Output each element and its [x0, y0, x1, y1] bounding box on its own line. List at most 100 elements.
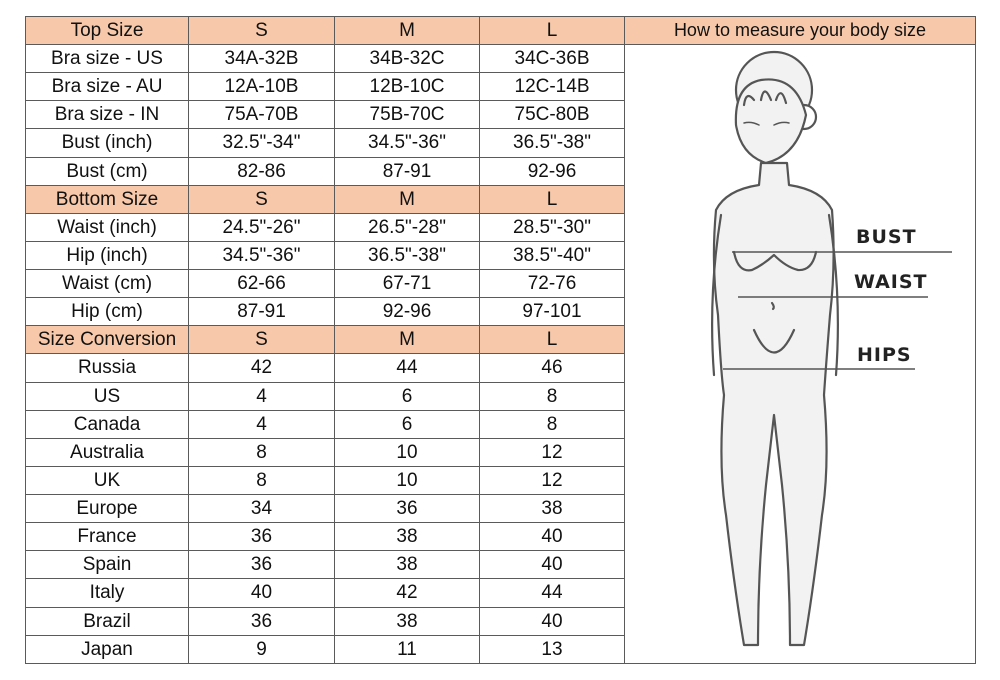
- row-label: Bust (cm): [25, 156, 189, 186]
- size-value: 36.5"-38": [479, 128, 625, 158]
- row-label: UK: [25, 465, 189, 496]
- row-label: Bra size - IN: [25, 100, 189, 130]
- size-value: 8: [188, 437, 335, 467]
- body-measurement-figure: BUST WAIST HIPS: [710, 50, 952, 647]
- size-value: 34C-36B: [479, 43, 625, 74]
- size-value: 40: [479, 522, 625, 552]
- size-value: 6: [334, 409, 480, 439]
- size-column-header: M: [334, 16, 480, 45]
- size-value: 34.5"-36": [188, 240, 335, 271]
- row-label: Italy: [25, 578, 189, 608]
- table-row: Europe 34 36 38: [25, 493, 976, 524]
- section-title: Bottom Size: [25, 184, 189, 214]
- waist-label: WAIST: [854, 271, 928, 293]
- size-value: 75A-70B: [188, 100, 335, 130]
- size-column-header: L: [479, 16, 625, 45]
- size-column-header: L: [479, 325, 625, 355]
- row-label: Bust (inch): [25, 128, 189, 158]
- hips-label: HIPS: [857, 344, 912, 366]
- row-label: Bra size - US: [25, 43, 189, 74]
- row-label: Bra size - AU: [25, 72, 189, 102]
- size-value: 40: [188, 578, 335, 608]
- size-column-header: M: [334, 184, 480, 214]
- section-header-row: Top Size S M L How to measure your body size: [25, 16, 976, 45]
- size-value: 36: [188, 606, 335, 636]
- row-label: Hip (inch): [25, 240, 189, 271]
- section-header-row: Size Conversion S M L: [25, 325, 976, 355]
- table-row: Waist (cm) 62-66 67-71 72-76: [25, 268, 976, 299]
- size-value: 87-91: [334, 156, 480, 186]
- size-column-header: L: [479, 184, 625, 214]
- row-label: Brazil: [25, 606, 189, 636]
- size-value: 42: [334, 578, 480, 608]
- table-row: Bust (cm) 82-86 87-91 92-96: [25, 156, 976, 186]
- measure-guide-panel: BUST WAIST HIPS: [624, 44, 976, 664]
- table-row: Bust (inch) 32.5"-34" 34.5"-36" 36.5"-38": [25, 128, 976, 158]
- size-value: 38.5"-40": [479, 240, 625, 271]
- size-value: 38: [334, 522, 480, 552]
- size-value: 92-96: [479, 156, 625, 186]
- table-row: Bra size - US 34A-32B 34B-32C 34C-36B BUST …: [25, 43, 976, 664]
- row-label: Russia: [25, 353, 189, 383]
- row-label: Japan: [25, 634, 189, 665]
- size-value: 12: [479, 437, 625, 467]
- size-value: 72-76: [479, 268, 625, 299]
- bust-label: BUST: [856, 226, 917, 248]
- size-chart-table: Top Size S M L How to measure your body size…: [25, 16, 976, 665]
- size-value: 4: [188, 381, 335, 411]
- size-value: 12: [479, 465, 625, 496]
- size-value: 32.5"-34": [188, 128, 335, 158]
- table-row: UK 8 10 12: [25, 465, 976, 496]
- table-row: Japan 9 11 13: [25, 634, 976, 665]
- size-value: 44: [334, 353, 480, 383]
- table-row: Hip (inch) 34.5"-36" 36.5"-38" 38.5"-40": [25, 240, 976, 271]
- size-value: 62-66: [188, 268, 335, 299]
- size-value: 4: [188, 409, 335, 439]
- size-value: 12C-14B: [479, 72, 625, 102]
- size-value: 10: [334, 465, 480, 496]
- size-column-header: S: [188, 16, 335, 45]
- size-value: 6: [334, 381, 480, 411]
- size-value: 92-96: [334, 297, 480, 327]
- size-value: 34B-32C: [334, 43, 480, 74]
- size-value: 13: [479, 634, 625, 665]
- size-value: 87-91: [188, 297, 335, 327]
- size-column-header: S: [188, 184, 335, 214]
- size-value: 44: [479, 578, 625, 608]
- size-value: 38: [479, 493, 625, 524]
- size-value: 8: [188, 465, 335, 496]
- size-value: 10: [334, 437, 480, 467]
- table-row: Italy 40 42 44: [25, 578, 976, 608]
- size-value: 34.5"-36": [334, 128, 480, 158]
- size-value: 36: [188, 522, 335, 552]
- size-value: 34: [188, 493, 335, 524]
- table-row: Spain 36 38 40: [25, 550, 976, 580]
- table-row: Russia 42 44 46: [25, 353, 976, 383]
- size-value: 11: [334, 634, 480, 665]
- measure-guide-title: How to measure your body size: [624, 16, 976, 45]
- size-value: 82-86: [188, 156, 335, 186]
- row-label: Australia: [25, 437, 189, 467]
- row-label: Spain: [25, 550, 189, 580]
- size-value: 34A-32B: [188, 43, 335, 74]
- table-row: Waist (inch) 24.5"-26" 26.5"-28" 28.5"-30": [25, 212, 976, 242]
- size-value: 36: [188, 550, 335, 580]
- size-value: 40: [479, 606, 625, 636]
- table-row: Bra size - AU 12A-10B 12B-10C 12C-14B: [25, 72, 976, 102]
- size-column-header: S: [188, 325, 335, 355]
- size-value: 12B-10C: [334, 72, 480, 102]
- row-label: Waist (cm): [25, 268, 189, 299]
- size-value: 38: [334, 606, 480, 636]
- size-value: 24.5"-26": [188, 212, 335, 242]
- size-value: 36.5"-38": [334, 240, 480, 271]
- size-value: 12A-10B: [188, 72, 335, 102]
- row-label: France: [25, 522, 189, 552]
- table-row: Bra size - IN 75A-70B 75B-70C 75C-80B: [25, 100, 976, 130]
- size-value: 26.5"-28": [334, 212, 480, 242]
- size-value: 46: [479, 353, 625, 383]
- row-label: Hip (cm): [25, 297, 189, 327]
- size-value: 9: [188, 634, 335, 665]
- size-value: 36: [334, 493, 480, 524]
- row-label: US: [25, 381, 189, 411]
- size-value: 8: [479, 381, 625, 411]
